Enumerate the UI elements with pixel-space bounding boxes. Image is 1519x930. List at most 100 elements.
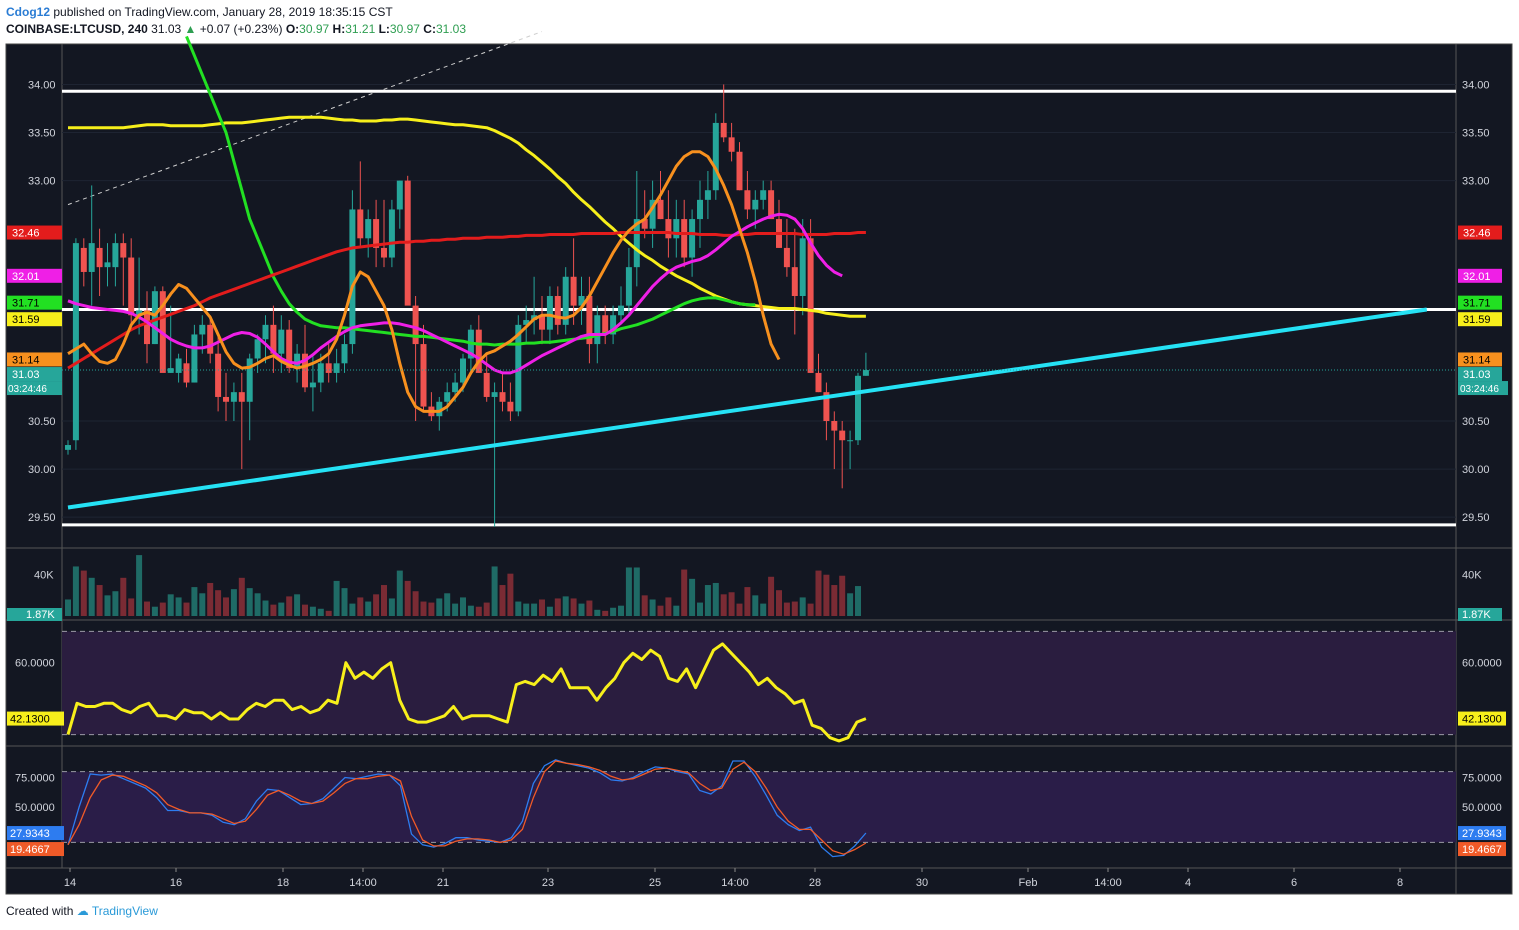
candle-body xyxy=(444,392,451,402)
volume-bar xyxy=(760,603,767,616)
candle-body xyxy=(294,353,301,369)
volume-bar xyxy=(349,603,356,616)
author-name[interactable]: Cdog12 xyxy=(6,5,51,19)
price-change: +0.07 (+0.23%) xyxy=(199,22,283,36)
candle-body xyxy=(381,247,387,258)
candle-body xyxy=(855,375,861,441)
y-tick-left: 34.00 xyxy=(28,79,56,91)
candle-body xyxy=(191,334,198,383)
volume-bar xyxy=(404,580,411,616)
symbol-label[interactable]: COINBASE:LTCUSD, 240 xyxy=(6,22,148,36)
price-label-left: 31.59 xyxy=(12,314,40,326)
volume-bar xyxy=(483,602,490,616)
candle-body xyxy=(760,190,767,200)
candle-body xyxy=(104,262,111,268)
volume-bar xyxy=(720,594,727,616)
candle-body xyxy=(88,243,95,272)
y-tick-right: 33.50 xyxy=(1462,128,1490,140)
candle-body xyxy=(673,219,680,239)
y-tick-left: 33.50 xyxy=(28,128,56,140)
moving-average-line xyxy=(185,35,756,347)
volume-bar xyxy=(839,575,846,616)
volume-bar xyxy=(159,602,166,616)
price-label-right: 31.71 xyxy=(1463,298,1491,310)
candle-body xyxy=(286,329,293,369)
price-label-left: 31.71 xyxy=(12,298,40,310)
volume-bar xyxy=(467,605,474,616)
volume-bar xyxy=(815,570,822,616)
candle-body xyxy=(223,396,229,402)
volume-bar xyxy=(72,566,79,616)
stoch-label-right-box xyxy=(1458,842,1506,857)
chart-header: Cdog12 published on TradingView.com, Jan… xyxy=(6,4,466,38)
last-price: 31.03 xyxy=(151,22,182,36)
volume-bar xyxy=(831,585,838,616)
candle-body xyxy=(641,219,648,229)
x-tick-label: 25 xyxy=(649,877,661,889)
candle-body xyxy=(862,370,869,376)
volume-bar xyxy=(294,594,301,616)
moving-average-line xyxy=(67,212,843,375)
candle-body xyxy=(839,430,846,441)
rsi-tick-right: 60.0000 xyxy=(1462,658,1502,670)
volume-bar xyxy=(144,601,150,616)
volume-bar xyxy=(420,601,427,616)
volume-bar xyxy=(783,602,790,616)
candle-body xyxy=(618,305,624,316)
candle-body xyxy=(823,392,830,421)
volume-bar xyxy=(357,597,364,616)
volume-bar xyxy=(396,570,403,616)
volume-bar xyxy=(96,585,103,616)
volume-bar xyxy=(704,585,711,616)
candle-body xyxy=(357,209,364,239)
stoch-label-right: 27.9343 xyxy=(1462,828,1502,840)
volume-bar xyxy=(333,580,340,616)
low-value: 30.97 xyxy=(389,22,420,36)
candle-body xyxy=(491,392,498,397)
volume-bar xyxy=(744,587,751,616)
volume-bar xyxy=(262,600,269,616)
candle-body xyxy=(744,190,751,210)
candle-body xyxy=(452,382,459,393)
volume-bar xyxy=(515,601,522,616)
volume-bar xyxy=(88,577,95,616)
candle-body xyxy=(799,238,806,296)
volume-bar xyxy=(444,593,451,616)
volume-bar xyxy=(673,605,680,616)
tradingview-brand[interactable]: TradingView xyxy=(91,904,158,918)
countdown-left: 03:24:46 xyxy=(8,384,47,395)
candle-body xyxy=(396,180,403,210)
candle-body xyxy=(120,243,127,258)
volume-bar xyxy=(128,598,135,616)
volume-bar xyxy=(586,600,593,616)
candle-body xyxy=(791,267,798,296)
stoch-tick-right: 75.0000 xyxy=(1462,773,1502,785)
candle-body xyxy=(523,320,530,325)
countdown-right-box xyxy=(1458,381,1508,396)
rsi-line xyxy=(66,642,867,743)
volume-bar xyxy=(317,608,324,616)
candle-body xyxy=(815,372,822,393)
volume-bar xyxy=(499,585,506,616)
volume-bar xyxy=(302,604,308,616)
price-label-left-box xyxy=(7,295,62,310)
volume-bar xyxy=(649,599,656,616)
volume-bar xyxy=(80,570,87,616)
candle-body xyxy=(807,238,814,373)
candle-body xyxy=(246,358,253,402)
volume-bar xyxy=(175,597,182,616)
x-tick-label: 28 xyxy=(809,877,821,889)
volume-bar xyxy=(215,590,222,616)
trend-line xyxy=(67,307,1428,510)
moving-average-line xyxy=(67,150,781,413)
volume-bar xyxy=(823,574,830,616)
volume-label-right: 1.87K xyxy=(1462,609,1491,621)
candle-body xyxy=(681,219,688,258)
volume-bar xyxy=(847,593,854,616)
candle-body xyxy=(373,219,380,248)
y-tick-right: 30.50 xyxy=(1462,416,1490,428)
candle-body xyxy=(144,310,150,345)
volume-label-right-box xyxy=(1458,608,1502,621)
candle-body xyxy=(752,199,759,210)
